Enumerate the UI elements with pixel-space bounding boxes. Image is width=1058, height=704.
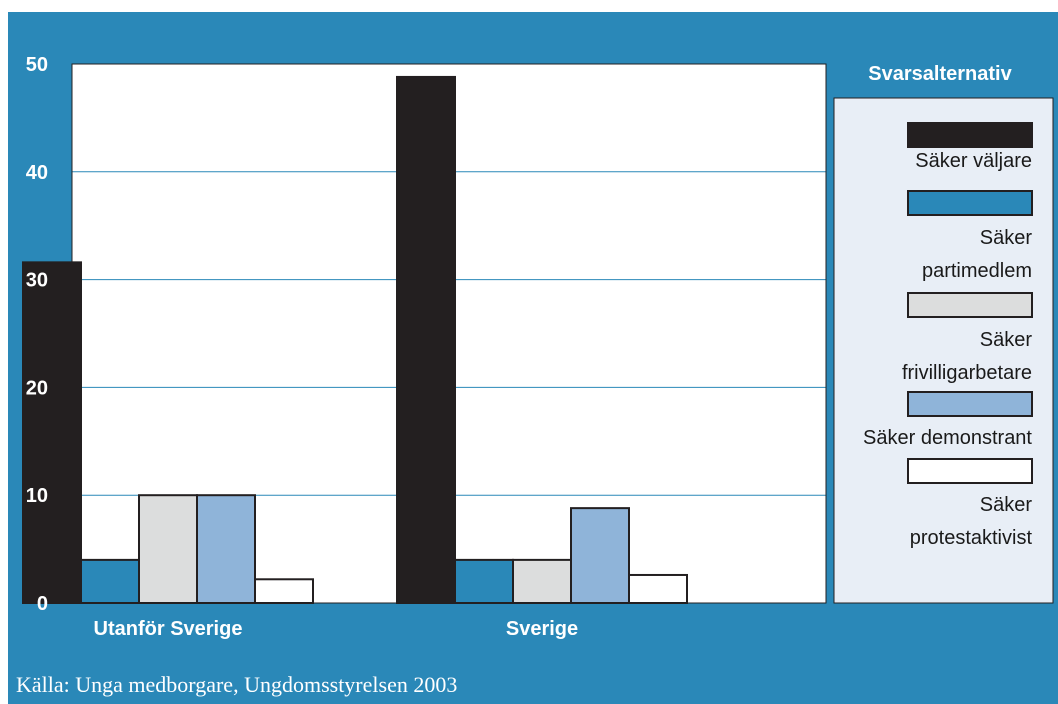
y-tick-label: 50 [26,54,48,76]
bar-chart: 0 10 20 30 40 50 Utanför Sverige Sverige Svars… [16,54,1054,697]
legend-label: Säker [980,227,1033,249]
source-note: Källa: Unga medborgare, Ungdomsstyrelsen… [16,672,457,697]
legend-swatch [907,190,1033,216]
x-category-label: Utanför Sverige [94,618,243,640]
legend-label: Säker [980,329,1033,351]
bar [454,558,514,605]
y-tick-label: 30 [26,270,48,292]
legend-title: Svarsalternativ [868,63,1012,85]
y-tick-label: 10 [26,485,48,507]
bar [138,494,198,605]
x-category-label: Sverige [506,618,578,640]
bar [22,261,82,605]
legend-label: partimedlem [922,260,1032,282]
y-tick-label: 0 [37,593,48,615]
legend-swatch [907,391,1033,417]
legend-label: Säker [980,494,1033,516]
bar [196,494,256,605]
legend-label: Säker väljare [915,150,1032,172]
legend-swatch [907,292,1033,318]
plot-border [71,63,827,604]
y-tick-label: 40 [26,162,48,184]
y-axis-ticks: 0 10 20 30 40 50 [26,54,48,615]
legend-label: protestaktivist [910,527,1033,549]
legend-swatch [907,458,1033,484]
bar [396,75,456,605]
legend-label: Säker demonstrant [863,427,1032,449]
bar [80,558,140,605]
bars [22,75,688,605]
bar [628,573,688,604]
legend: Svarsalternativ Säker väljare Säker partim… [833,63,1054,604]
y-tick-label: 20 [26,377,48,399]
x-axis-categories: Utanför Sverige Sverige [94,618,579,640]
bar [254,578,314,604]
legend-label: frivilligarbetare [902,362,1032,384]
bar [512,558,572,605]
bar [570,507,630,604]
legend-swatch [907,122,1033,148]
legend-box [833,97,1054,604]
chart-frame: 0 10 20 30 40 50 Utanför Sverige Sverige Svars… [8,12,1058,704]
